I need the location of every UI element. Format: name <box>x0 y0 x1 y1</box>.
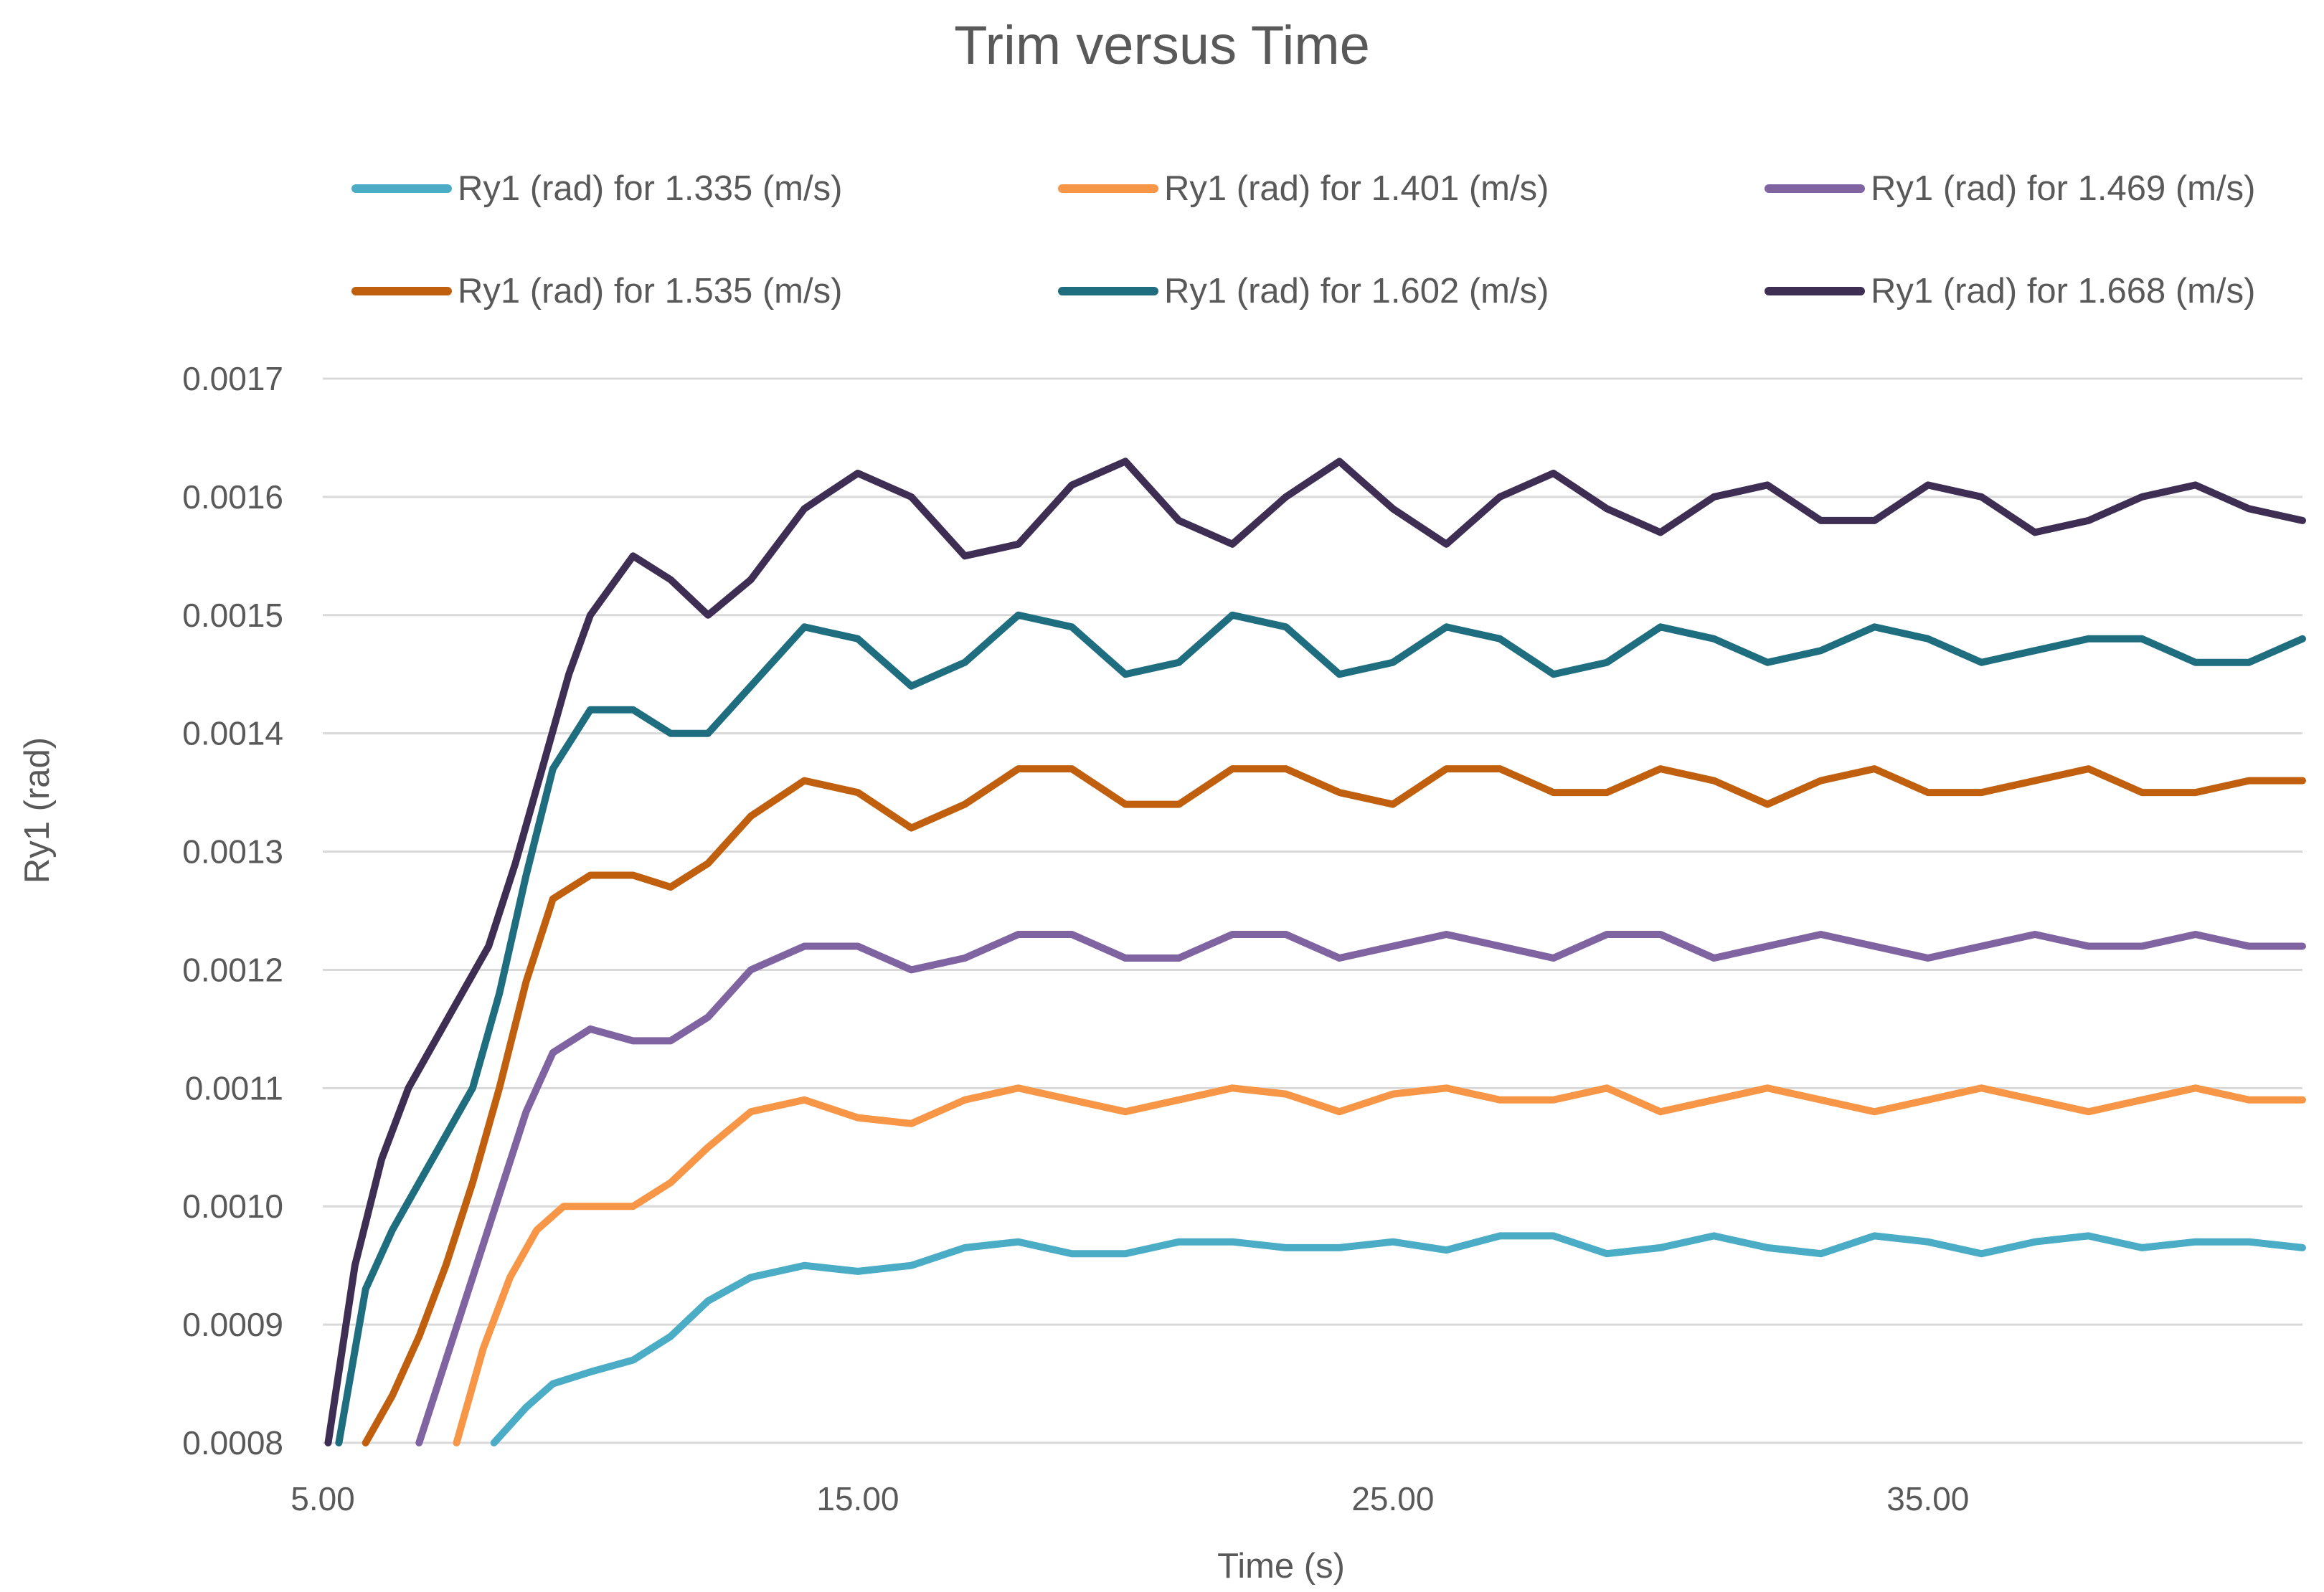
x-tick-label: 25.00 <box>1351 1480 1434 1517</box>
legend-label: Ry1 (rad) for 1.401 (m/s) <box>1164 169 1549 208</box>
y-tick-label: 0.0012 <box>182 951 283 988</box>
legend-label: Ry1 (rad) for 1.668 (m/s) <box>1871 272 2256 311</box>
legend-label: Ry1 (rad) for 1.335 (m/s) <box>458 169 843 208</box>
series-line <box>415 931 2306 1446</box>
y-axis-title: Ry1 (rad) <box>18 737 57 883</box>
x-axis-title: Time (s) <box>1217 1547 1345 1586</box>
legend-label: Ry1 (rad) for 1.535 (m/s) <box>458 272 843 311</box>
legend-item: Ry1 (rad) for 1.469 (m/s) <box>1765 164 2255 214</box>
y-tick-label: 0.0009 <box>182 1306 283 1343</box>
x-tick-label: 15.00 <box>816 1480 899 1517</box>
series-line <box>362 765 2306 1446</box>
y-tick-label: 0.0013 <box>182 833 283 871</box>
legend-swatch <box>1058 184 1158 193</box>
legend-item: Ry1 (rad) for 1.401 (m/s) <box>1058 164 1549 214</box>
legend-item: Ry1 (rad) for 1.535 (m/s) <box>351 266 842 316</box>
legend-label: Ry1 (rad) for 1.602 (m/s) <box>1164 272 1549 311</box>
x-tick-label: 5.00 <box>290 1480 355 1517</box>
x-tick-label: 35.00 <box>1886 1480 1969 1517</box>
y-tick-label: 0.0016 <box>182 478 283 516</box>
series-line <box>453 1084 2306 1446</box>
y-tick-label: 0.0008 <box>182 1424 283 1461</box>
series-line <box>324 458 2306 1446</box>
y-tick-label: 0.0011 <box>185 1069 283 1107</box>
legend-swatch <box>1765 287 1865 295</box>
legend-swatch <box>351 287 452 295</box>
y-tick-label: 0.0010 <box>182 1188 283 1225</box>
legend-item: Ry1 (rad) for 1.335 (m/s) <box>351 164 842 214</box>
series-line <box>490 1232 2306 1446</box>
legend-label: Ry1 (rad) for 1.469 (m/s) <box>1871 169 2256 208</box>
legend-swatch <box>1058 287 1158 295</box>
y-tick-label: 0.0015 <box>182 597 283 634</box>
legend-item: Ry1 (rad) for 1.602 (m/s) <box>1058 266 1549 316</box>
y-tick-label: 0.0014 <box>182 715 283 752</box>
legend-item: Ry1 (rad) for 1.668 (m/s) <box>1765 266 2255 316</box>
legend-swatch <box>1765 184 1865 193</box>
legend-swatch <box>351 184 452 193</box>
y-tick-label: 0.0017 <box>182 360 283 397</box>
legend: Ry1 (rad) for 1.335 (m/s) Ry1 (rad) for … <box>351 164 2317 311</box>
chart-title: Trim versus Time <box>954 15 1370 76</box>
series-line <box>335 611 2306 1446</box>
